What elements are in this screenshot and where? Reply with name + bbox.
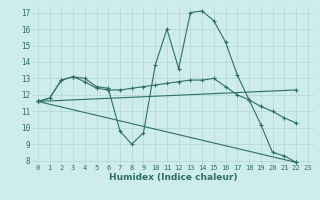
- X-axis label: Humidex (Indice chaleur): Humidex (Indice chaleur): [108, 173, 237, 182]
